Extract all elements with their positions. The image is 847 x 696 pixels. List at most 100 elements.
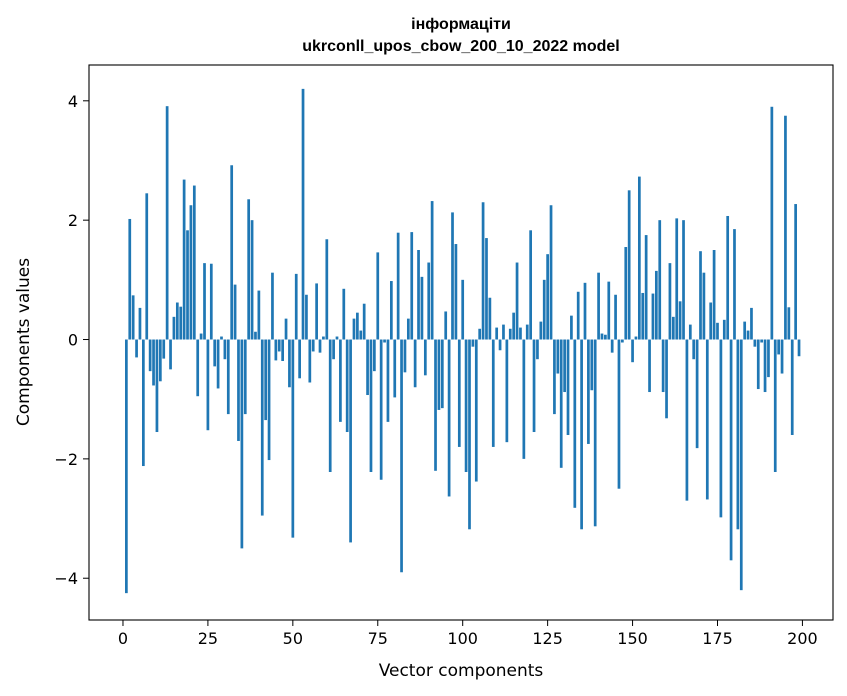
bar-189 [763,339,767,393]
bar-168 [692,339,696,360]
x-tick-label: 50 [283,629,303,648]
bar-166 [685,339,689,501]
bar-12 [162,339,166,359]
bar-75 [376,252,380,340]
x-tick-label: 75 [368,629,388,648]
bar-137 [587,339,590,444]
bar-101 [464,339,468,472]
bar-100 [461,279,465,340]
bar-21 [192,185,196,340]
bar-23 [199,333,203,340]
bar-179 [729,339,733,561]
bar-73 [369,339,373,472]
bar-43 [267,339,271,461]
bar-117 [519,327,522,340]
bar-63 [335,336,339,340]
x-tick-label: 100 [447,629,478,648]
bar-58 [318,339,322,353]
bar-22 [196,339,200,397]
bar-148 [624,247,628,340]
bar-133 [573,339,577,508]
bar-65 [342,288,346,340]
bar-32 [230,165,234,340]
bar-185 [750,307,753,340]
bar-9 [152,339,155,386]
bar-79 [389,281,393,340]
bar-151 [634,336,638,340]
bar-157 [654,270,658,340]
bar-130 [563,339,566,393]
bar-28 [216,339,220,389]
bar-193 [777,339,781,355]
y-axis-ticks: −4 −2 0 2 4 [54,92,89,588]
bar-35 [240,339,244,549]
bar-183 [743,321,747,340]
bar-104 [474,339,478,482]
bar-31 [226,339,230,415]
x-tick-label: 0 [118,629,128,648]
bar-182 [739,339,743,591]
bar-190 [767,339,770,378]
bar-18 [182,179,186,340]
x-axis-label: Vector components [379,661,544,681]
bar-50 [291,339,295,538]
bar-95 [444,311,448,340]
bar-25 [206,339,210,431]
bar-56 [311,339,315,352]
bar-123 [539,321,543,340]
bar-64 [339,339,342,422]
bar-24 [203,263,206,340]
bar-135 [580,339,583,530]
bar-134 [576,291,580,340]
bar-106 [481,202,485,340]
x-tick-label: 200 [787,629,818,648]
bar-159 [661,339,665,393]
bar-52 [298,339,301,379]
bar-68 [352,318,356,340]
bar-147 [621,339,624,343]
bar-126 [549,205,553,340]
bar-93 [437,339,441,410]
bar-108 [488,297,492,340]
bar-164 [678,301,682,340]
bar-155 [648,339,651,393]
bar-98 [454,244,458,340]
bar-53 [301,88,305,340]
bar-161 [668,263,672,340]
bar-196 [787,307,791,340]
bar-13 [165,106,169,340]
bar-46 [277,339,281,352]
bar-94 [440,339,444,409]
bar-154 [644,235,648,340]
bar-62 [332,339,335,360]
bar-86 [413,339,417,388]
bar-116 [515,262,519,340]
bar-3 [131,295,135,340]
bar-128 [556,339,560,374]
bar-30 [223,339,227,360]
bar-120 [529,230,533,340]
bar-87 [417,250,420,340]
bar-197 [790,339,794,435]
x-axis-ticks: 0 25 50 75 100 125 150 175 200 [118,620,818,648]
bar-29 [220,336,223,340]
bar-55 [308,339,312,383]
bar-171 [702,272,706,340]
y-axis-label: Components values [14,258,34,426]
bar-41 [260,339,264,516]
bar-186 [753,339,757,347]
bar-194 [780,339,784,374]
x-tick-label: 25 [198,629,218,648]
bar-121 [532,339,536,433]
bar-158 [658,220,662,340]
bar-45 [274,339,278,361]
bar-111 [498,339,502,351]
bar-115 [512,312,516,340]
bar-66 [345,339,349,433]
bar-169 [695,339,699,449]
x-tick-label: 125 [532,629,563,648]
bar-162 [671,316,675,340]
bar-78 [386,339,390,422]
y-tick-label: 4 [68,92,78,111]
bar-5 [138,307,142,340]
